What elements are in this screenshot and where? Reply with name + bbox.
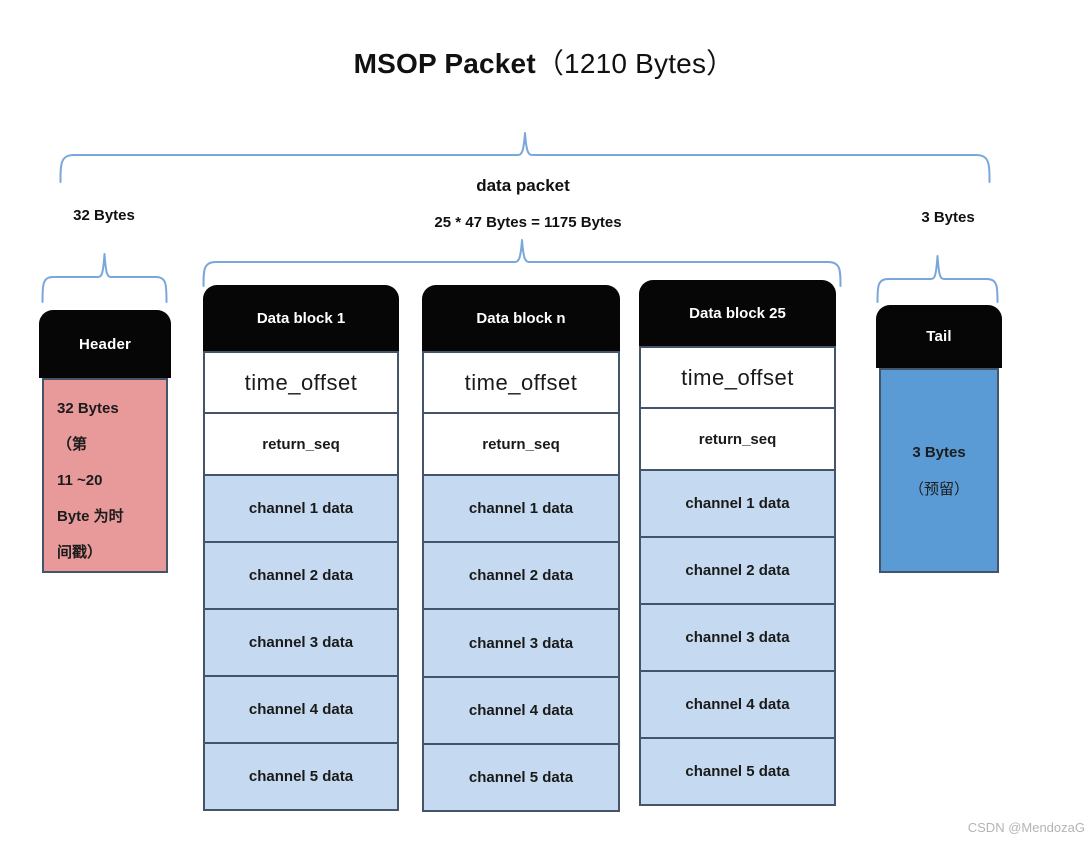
tail-column-body: 3 Bytes （预留） [879,368,999,573]
header-size-label: 32 Bytes [73,207,135,224]
channel-data-cell: channel 5 data [641,737,834,804]
channel-data-cell: channel 2 data [205,541,397,608]
data-block-column-1: Data block 1 time_offset return_seq chan… [203,285,399,811]
header-body-line: 11 ~20 [57,472,103,489]
data-blocks-brace [202,239,842,287]
header-column-body: 32 Bytes （第 11 ~20 Byte 为时 间戳） [42,378,168,573]
data-block-25-cells: time_offset return_seq channel 1 data ch… [639,346,836,806]
channel-data-cell: channel 1 data [641,469,834,536]
channel-data-cell: channel 2 data [641,536,834,603]
data-packet-size-label: 25 * 47 Bytes = 1175 Bytes [434,214,622,231]
header-body-line: 32 Bytes [57,400,119,417]
page-title: MSOP Packet（1210 Bytes） [0,42,1088,82]
channel-data-cell: channel 4 data [205,675,397,742]
tail-body-line: 3 Bytes [912,443,966,461]
header-body-line: （第 [57,436,88,453]
tail-brace [876,255,999,303]
data-block-25-title: Data block 25 [639,280,836,346]
data-block-n-title: Data block n [422,285,620,351]
channel-data-cell: channel 3 data [205,608,397,675]
title-main: MSOP Packet [353,48,536,79]
overview-brace [59,132,991,183]
return-seq-cell: return_seq [205,412,397,474]
channel-data-cell: channel 1 data [424,474,618,542]
time-offset-cell: time_offset [205,353,397,412]
data-block-column-25: Data block 25 time_offset return_seq cha… [639,280,836,806]
header-brace [41,253,168,303]
return-seq-cell: return_seq [641,407,834,469]
channel-data-cell: channel 5 data [205,742,397,809]
data-packet-label: data packet [476,176,570,195]
data-block-1-cells: time_offset return_seq channel 1 data ch… [203,351,399,811]
data-block-n-cells: time_offset return_seq channel 1 data ch… [422,351,620,812]
data-block-column-n: Data block n time_offset return_seq chan… [422,285,620,812]
header-body-line: Byte 为时 [57,508,124,525]
tail-size-label: 3 Bytes [921,209,975,226]
time-offset-cell: time_offset [424,353,618,412]
time-offset-cell: time_offset [641,348,834,407]
channel-data-cell: channel 4 data [641,670,834,737]
channel-data-cell: channel 4 data [424,675,618,743]
return-seq-cell: return_seq [424,412,618,474]
tail-column-title: Tail [876,305,1002,368]
title-suffix: （1210 Bytes） [535,48,735,79]
header-column-title: Header [39,310,171,378]
channel-data-cell: channel 3 data [424,608,618,676]
channel-data-cell: channel 5 data [424,742,618,811]
tail-body-line: （预留） [908,480,969,498]
watermark: CSDN @MendozaG [967,820,1085,835]
channel-data-cell: channel 3 data [641,603,834,670]
channel-data-cell: channel 2 data [424,541,618,609]
header-body-line: 间戳） [57,544,103,561]
data-block-1-title: Data block 1 [203,285,399,351]
channel-data-cell: channel 1 data [205,474,397,541]
